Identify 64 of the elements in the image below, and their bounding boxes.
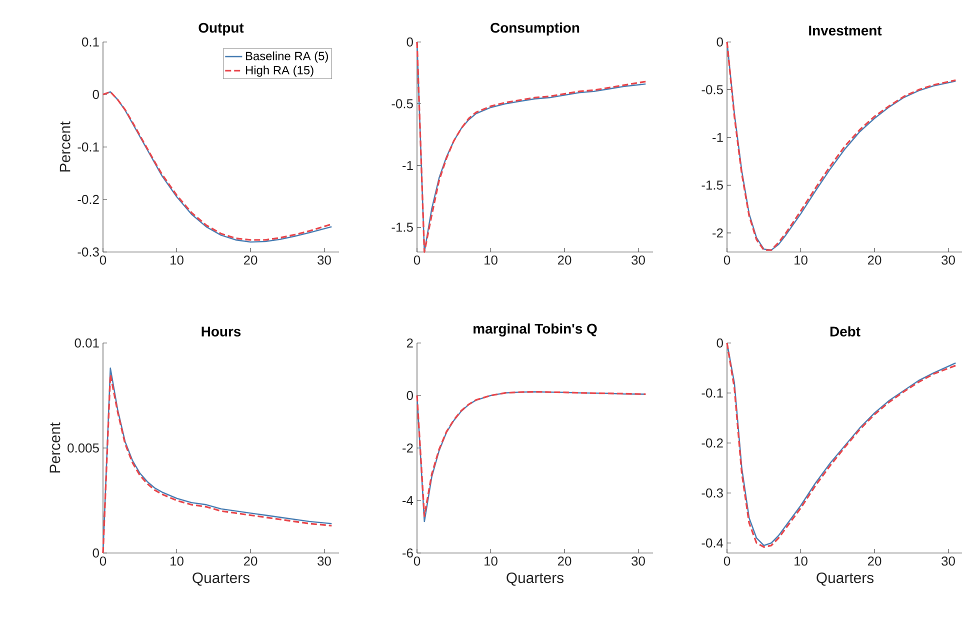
- x-tick-label: 0: [414, 256, 420, 265]
- legend-label: High RA (15): [246, 66, 314, 77]
- y-tick-label: 0.005: [68, 443, 99, 453]
- x-tick-label: 20: [868, 256, 882, 265]
- x-tick-label: 10: [794, 256, 808, 265]
- y-tick-label: 2: [406, 338, 413, 348]
- chart-title: Hours: [202, 326, 241, 337]
- x-tick-label: 20: [244, 556, 258, 566]
- y-tick-label: -0.1: [78, 142, 99, 152]
- x-axis-title: Quarters: [816, 572, 874, 586]
- x-tick-label: 30: [318, 256, 331, 265]
- y-tick-label: -0.4: [702, 538, 724, 548]
- y-tick-label: 0: [406, 37, 413, 47]
- y-tick-label: 0: [92, 548, 99, 558]
- y-tick-label: 0: [92, 90, 99, 100]
- y-tick-label: -2: [712, 228, 723, 238]
- y-axis-title: Percent: [50, 422, 60, 473]
- x-tick-label: 20: [558, 256, 572, 265]
- x-tick-label: 0: [100, 556, 106, 566]
- x-tick-label: 30: [942, 256, 955, 265]
- y-tick-label: -0.3: [78, 247, 99, 257]
- y-tick-label: 0.01: [74, 338, 99, 348]
- x-tick-label: 20: [868, 556, 882, 566]
- chart-title: Debt: [830, 326, 860, 337]
- y-tick-label: -1.5: [392, 222, 413, 232]
- y-tick-label: 0: [406, 390, 413, 400]
- x-tick-label: 0: [724, 256, 730, 265]
- y-tick-label: -1.5: [702, 180, 723, 190]
- x-tick-label: 30: [942, 556, 955, 566]
- y-tick-label: -2: [402, 443, 413, 453]
- x-tick-label: 10: [484, 556, 498, 566]
- x-tick-label: 20: [558, 556, 572, 566]
- x-tick-label: 10: [170, 556, 184, 566]
- y-tick-label: -1: [712, 133, 723, 142]
- y-tick-label: -0.2: [702, 438, 723, 448]
- y-tick-label: 0: [716, 37, 723, 47]
- x-tick-label: 0: [100, 256, 106, 265]
- y-axis-title: Percent: [60, 121, 70, 172]
- y-tick-label: -0.2: [78, 194, 99, 204]
- x-axis-title: Quarters: [192, 572, 250, 586]
- x-tick-label: 0: [414, 556, 420, 566]
- y-tick-label: -1: [402, 161, 413, 170]
- x-tick-label: 10: [484, 256, 498, 265]
- chart-title: Consumption: [490, 22, 580, 36]
- y-tick-label: 0.1: [82, 37, 99, 47]
- chart-title: Output: [198, 22, 244, 36]
- y-tick-label: 0: [716, 338, 723, 348]
- x-tick-label: 30: [632, 556, 645, 566]
- y-tick-label: -0.5: [392, 99, 413, 108]
- x-tick-label: 10: [170, 256, 184, 265]
- x-tick-label: 20: [244, 256, 258, 265]
- x-tick-label: 0: [724, 556, 730, 566]
- y-tick-label: -0.3: [702, 488, 723, 498]
- legend-label: Baseline RA (5): [246, 51, 328, 63]
- y-tick-label: -6: [402, 548, 413, 558]
- y-tick-label: -0.5: [702, 85, 723, 94]
- x-axis-title: Quarters: [506, 572, 564, 586]
- chart-title: Investment: [809, 26, 882, 36]
- y-tick-label: -0.1: [702, 388, 723, 398]
- x-tick-label: 30: [318, 556, 331, 566]
- x-tick-label: 30: [632, 256, 645, 265]
- chart-title: marginal Tobin's Q: [474, 323, 597, 337]
- x-tick-label: 10: [794, 556, 808, 566]
- y-tick-label: -4: [402, 496, 414, 505]
